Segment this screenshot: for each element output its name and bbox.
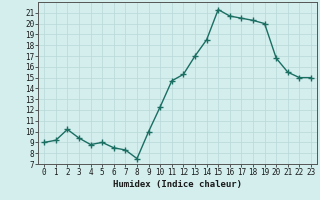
X-axis label: Humidex (Indice chaleur): Humidex (Indice chaleur) <box>113 180 242 189</box>
